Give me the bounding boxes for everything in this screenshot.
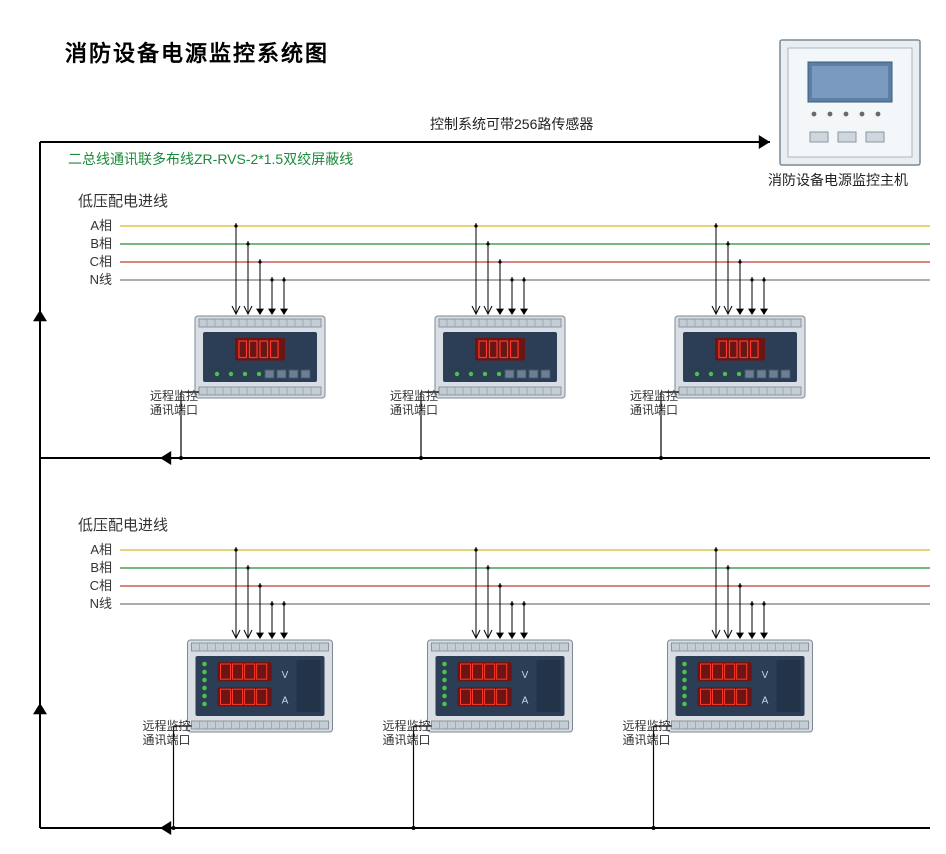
section-header: 低压配电进线	[78, 193, 168, 210]
diagram-stage: 消防设备电源监控系统图 控制系统可带256路传感器 二总线通讯联多布线ZR-RV…	[0, 0, 946, 854]
unit-label: A	[762, 695, 769, 706]
unit-label: V	[522, 670, 529, 681]
sensor-type2-2: VA	[652, 547, 813, 830]
sensor-type1-0	[179, 223, 325, 460]
port-label: 远程监控	[143, 718, 191, 733]
phase-label: B相	[90, 236, 112, 251]
port-label: 远程监控	[630, 388, 678, 403]
port-label: 远程监控	[623, 718, 671, 733]
unit-label: V	[282, 670, 289, 681]
port-label: 通讯端口	[623, 733, 671, 747]
port-label: 远程监控	[150, 388, 198, 403]
phase-label: A相	[90, 218, 112, 233]
port-label: 通讯端口	[390, 403, 438, 417]
port-label: 通讯端口	[143, 733, 191, 747]
port-label: 远程监控	[383, 718, 431, 733]
phase-label: B相	[90, 560, 112, 575]
unit-label: V	[762, 670, 769, 681]
phase-label: A相	[90, 542, 112, 557]
port-label: 远程监控	[390, 388, 438, 403]
phase-label: N线	[90, 272, 112, 287]
unit-label: A	[522, 695, 529, 706]
phase-label: N线	[90, 596, 112, 611]
section-header: 低压配电进线	[78, 517, 168, 534]
phase-label: C相	[90, 254, 112, 269]
sensor-type1-2	[659, 223, 805, 460]
unit-label: A	[282, 695, 289, 706]
port-label: 通讯端口	[150, 403, 198, 417]
phase-label: C相	[90, 578, 112, 593]
sensor-type2-1: VA	[412, 547, 573, 830]
wiring-svg: 低压配电进线A相B相C相N线远程监控通讯端口远程监控通讯端口远程监控通讯端口低压…	[0, 0, 946, 854]
sensor-type1-1	[419, 223, 565, 460]
monitor-host	[780, 40, 920, 165]
sensor-type2-0: VA	[172, 547, 333, 830]
port-label: 通讯端口	[630, 403, 678, 417]
port-label: 通讯端口	[383, 733, 431, 747]
